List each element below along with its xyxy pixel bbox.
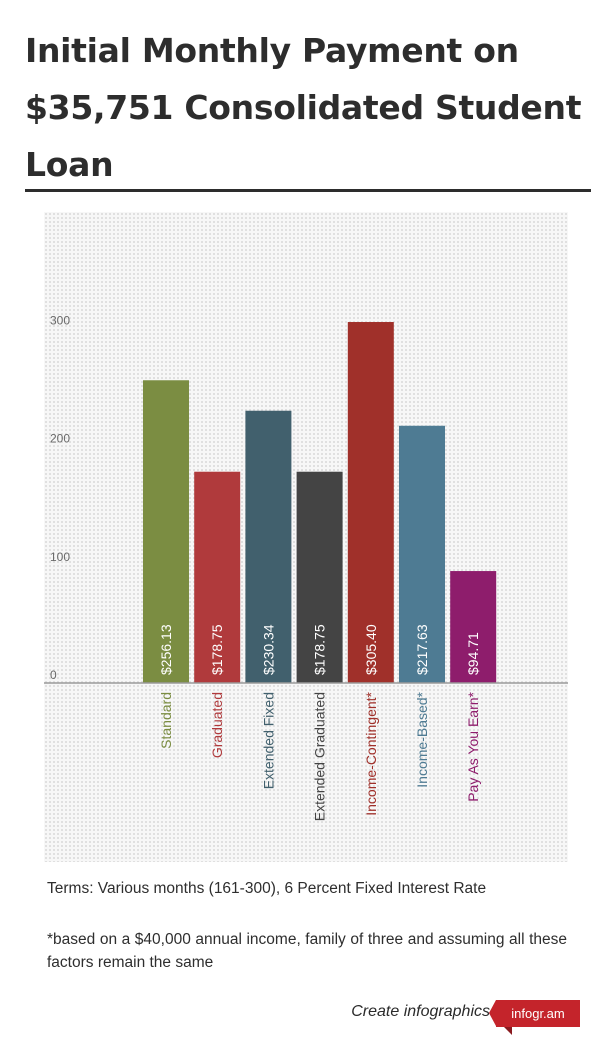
category-label: Extended Fixed — [260, 692, 276, 789]
y-tick-label: 0 — [50, 668, 57, 682]
bar-2 — [194, 471, 241, 683]
bar-4 — [296, 471, 343, 683]
category-label: Extended Graduated — [312, 692, 328, 821]
title-rule — [25, 189, 591, 192]
category-label: Standard — [158, 692, 174, 749]
bar-5 — [347, 322, 394, 683]
bar-value-label: $305.40 — [363, 624, 379, 675]
bar-value-label: $230.34 — [260, 624, 276, 675]
category-label: Income-Contingent* — [363, 691, 379, 815]
bar-1 — [143, 380, 189, 683]
create-infographics-link[interactable]: Create infographics — [351, 1003, 490, 1020]
bar-7 — [450, 571, 497, 683]
y-tick-label: 200 — [50, 432, 70, 446]
infogram-badge[interactable]: infogr.am — [489, 1000, 580, 1035]
y-tick-label: 300 — [50, 313, 70, 327]
category-label: Income-Based* — [414, 691, 430, 787]
footnote: *based on a $40,000 annual income, famil… — [47, 931, 567, 971]
chart-area: 0 100 200 300 $256.13 $178.75 $230.34 $178.75 $3… — [44, 212, 568, 862]
bar-3 — [245, 410, 292, 683]
bar-value-label: $94.71 — [465, 632, 481, 675]
bar-value-label: $256.13 — [158, 624, 174, 675]
y-tick-label: 100 — [50, 550, 70, 564]
category-label: Pay As You Earn* — [465, 691, 481, 801]
chart-title: Initial Monthly Payment on $35,751 Conso… — [25, 31, 582, 184]
bar-value-label: $178.75 — [312, 624, 328, 675]
category-label: Graduated — [209, 692, 225, 758]
terms-note: Terms: Various months (161-300), 6 Perce… — [47, 880, 487, 897]
bar-6 — [399, 425, 445, 683]
bar-value-label: $178.75 — [209, 624, 225, 675]
bar-chart: 0 100 200 300 $256.13 $178.75 $230.34 $178.75 $3… — [44, 313, 568, 821]
bar-value-label: $217.63 — [414, 624, 430, 675]
